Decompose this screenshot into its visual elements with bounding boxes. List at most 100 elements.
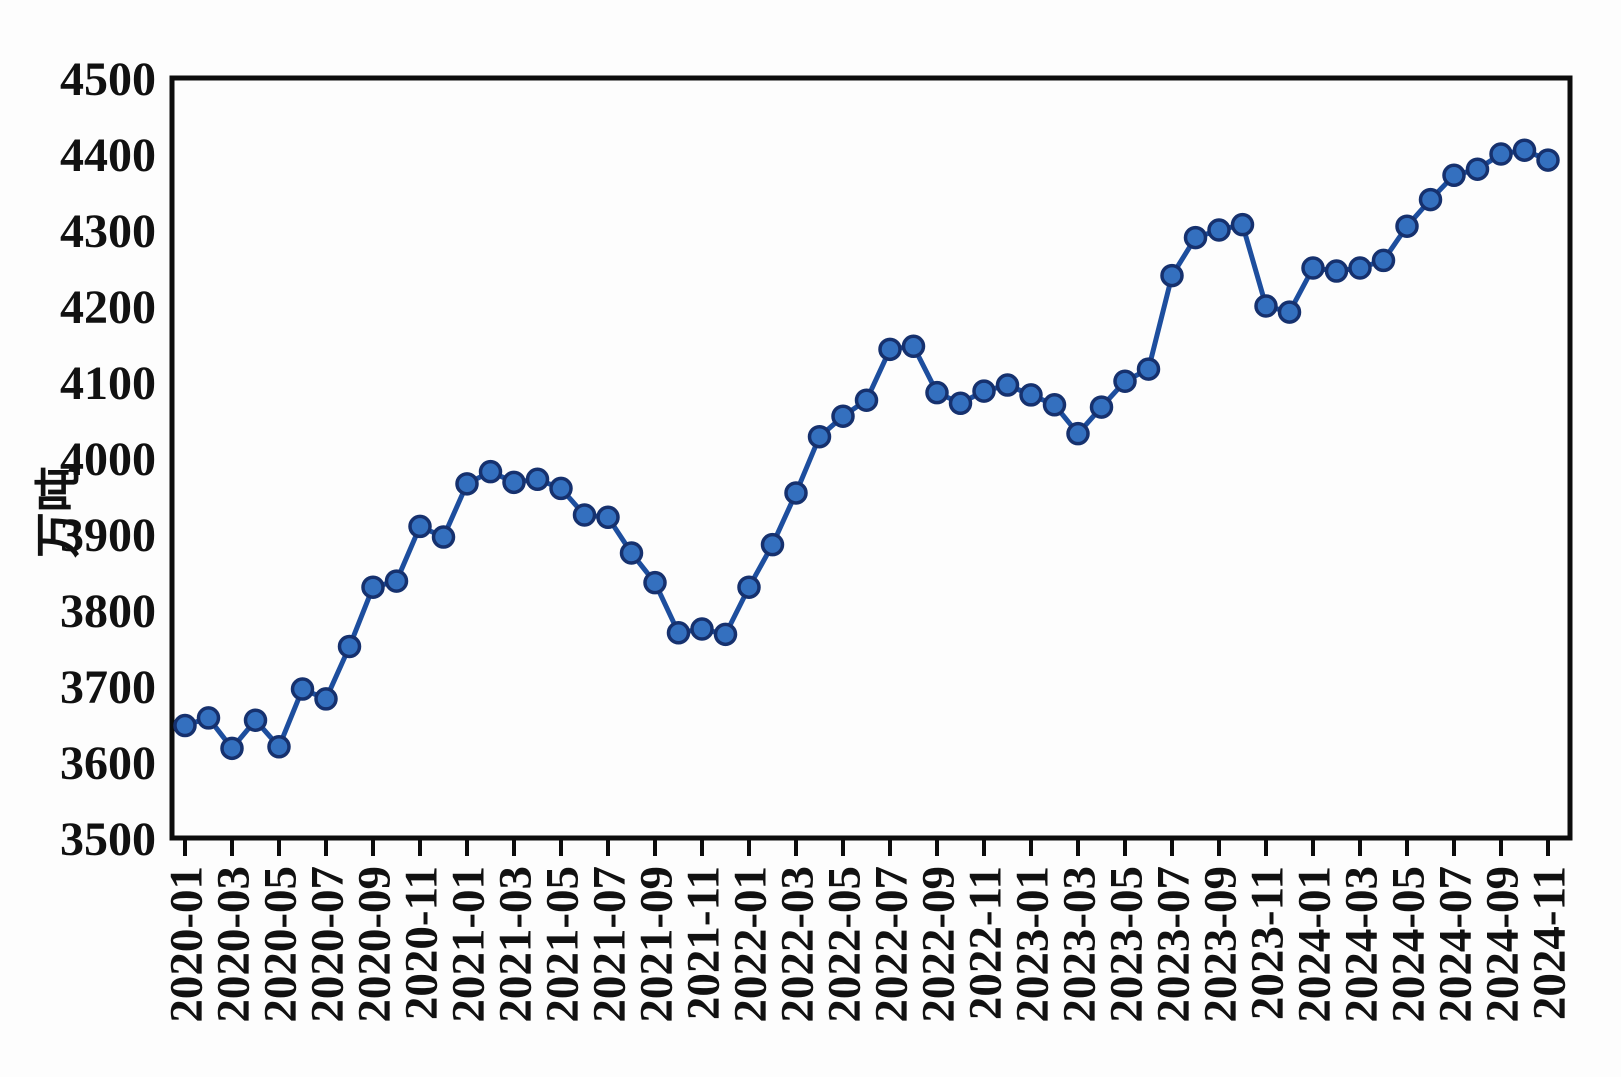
x-tick-label: 2024-09 bbox=[1476, 866, 1528, 1023]
data-point bbox=[1536, 148, 1560, 172]
data-point bbox=[196, 706, 221, 730]
x-tick-label: 2020-07 bbox=[301, 866, 353, 1023]
data-point bbox=[173, 713, 197, 738]
data-point bbox=[1066, 421, 1090, 446]
data-point bbox=[478, 459, 503, 484]
data-point bbox=[1277, 300, 1302, 324]
y-tick-label: 4500 bbox=[60, 53, 156, 106]
data-point bbox=[290, 677, 315, 701]
data-point bbox=[760, 532, 785, 557]
data-point bbox=[784, 481, 808, 505]
y-axis-labels: 3500 3600 3700 3800 3900 4000 4100 4200 4300 4400… bbox=[60, 53, 156, 866]
x-tick-label: 2020-03 bbox=[207, 866, 259, 1023]
y-tick-label: 3900 bbox=[60, 509, 156, 562]
x-tick-label: 2024-05 bbox=[1382, 866, 1434, 1023]
data-point bbox=[901, 334, 926, 359]
y-tick-label: 4400 bbox=[60, 129, 156, 182]
x-tick-label: 2023-09 bbox=[1194, 866, 1246, 1023]
x-tick-label: 2020-01 bbox=[160, 866, 212, 1023]
x-tick-label: 2023-07 bbox=[1147, 866, 1199, 1023]
x-axis-labels: 2020-012020-032020-052020-072020-092020-… bbox=[160, 866, 1575, 1023]
data-point bbox=[1395, 214, 1419, 238]
x-tick-label: 2021-05 bbox=[536, 866, 588, 1023]
data-point bbox=[1160, 263, 1184, 288]
data-point bbox=[431, 525, 456, 549]
y-tick-label: 3600 bbox=[60, 737, 156, 790]
x-tick-label: 2023-01 bbox=[1006, 866, 1058, 1023]
data-point bbox=[972, 379, 996, 403]
data-point bbox=[1136, 357, 1161, 381]
y-tick-label: 4100 bbox=[60, 357, 156, 410]
data-point bbox=[666, 621, 691, 645]
x-tick-label: 2020-11 bbox=[395, 866, 447, 1020]
x-tick-label: 2024-03 bbox=[1335, 866, 1387, 1023]
data-point bbox=[737, 575, 761, 599]
data-point bbox=[643, 570, 667, 595]
data-point bbox=[549, 476, 573, 501]
data-point bbox=[384, 569, 409, 593]
series-markers bbox=[173, 138, 1560, 761]
x-tick-label: 2021-01 bbox=[442, 866, 494, 1023]
y-tick-label: 3700 bbox=[60, 661, 156, 714]
x-tick-label: 2022-05 bbox=[818, 866, 870, 1023]
data-point bbox=[1512, 138, 1537, 162]
data-point bbox=[1019, 383, 1043, 407]
x-tick-label: 2023-03 bbox=[1053, 866, 1105, 1023]
x-tick-label: 2020-05 bbox=[254, 866, 306, 1023]
data-point bbox=[1324, 259, 1349, 283]
x-tick-label: 2023-05 bbox=[1100, 866, 1152, 1023]
data-point bbox=[925, 380, 949, 405]
data-point bbox=[267, 735, 291, 759]
data-point bbox=[1042, 393, 1067, 417]
data-point bbox=[619, 541, 644, 565]
data-point bbox=[1183, 225, 1208, 250]
data-point bbox=[314, 687, 338, 711]
data-point bbox=[1465, 157, 1490, 181]
data-point bbox=[1418, 187, 1443, 212]
x-tick-label: 2021-07 bbox=[583, 866, 635, 1023]
data-point bbox=[455, 472, 479, 496]
data-point bbox=[690, 617, 714, 641]
data-point bbox=[525, 467, 550, 492]
plot-frame bbox=[169, 75, 1573, 841]
series-line bbox=[182, 147, 1551, 751]
x-tick-label: 2021-09 bbox=[630, 866, 682, 1023]
y-tick-label: 4200 bbox=[60, 281, 156, 334]
y-tick-label: 4000 bbox=[60, 433, 156, 486]
x-tick-label: 2023-11 bbox=[1241, 866, 1293, 1020]
data-point bbox=[1089, 395, 1114, 419]
data-point bbox=[878, 337, 902, 362]
x-tick-label: 2022-01 bbox=[724, 866, 776, 1023]
x-tick-label: 2021-03 bbox=[489, 866, 541, 1023]
data-point bbox=[831, 404, 855, 428]
y-tick-label: 3800 bbox=[60, 585, 156, 638]
data-point bbox=[1207, 218, 1231, 242]
x-tick-label: 2022-09 bbox=[912, 866, 964, 1023]
data-point bbox=[337, 634, 362, 659]
data-point bbox=[572, 503, 597, 527]
data-point bbox=[1254, 294, 1278, 318]
y-axis-title: 万吨 bbox=[33, 466, 84, 558]
x-axis-ticks bbox=[183, 840, 1550, 856]
data-point bbox=[713, 622, 738, 647]
x-tick-label: 2022-11 bbox=[959, 866, 1011, 1020]
data-point bbox=[1113, 369, 1137, 393]
data-point bbox=[1301, 256, 1325, 280]
x-tick-label: 2024-01 bbox=[1288, 866, 1340, 1023]
y-tick-label: 4300 bbox=[60, 205, 156, 258]
data-point bbox=[854, 388, 879, 412]
data-point bbox=[1230, 212, 1255, 237]
data-point bbox=[948, 391, 973, 416]
data-point bbox=[243, 708, 268, 732]
data-point bbox=[361, 575, 385, 599]
data-point bbox=[502, 470, 526, 495]
data-point bbox=[1442, 163, 1466, 188]
data-point bbox=[1348, 256, 1372, 280]
data-point bbox=[220, 736, 244, 761]
x-tick-label: 2020-09 bbox=[348, 866, 400, 1023]
x-tick-label: 2021-11 bbox=[677, 866, 729, 1020]
x-tick-label: 2024-07 bbox=[1429, 866, 1481, 1023]
y-tick-label: 3500 bbox=[60, 813, 156, 866]
